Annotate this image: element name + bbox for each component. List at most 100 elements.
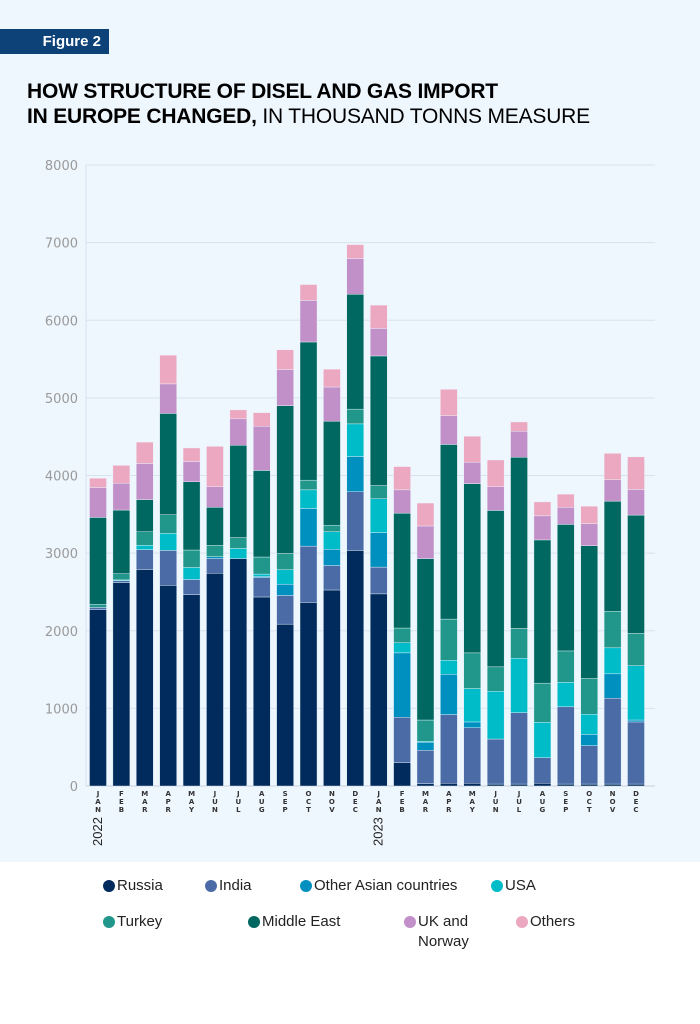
legend-label: UK and Norway (418, 913, 469, 950)
figure-label: Figure 2 (0, 29, 109, 54)
bar-segment-turkey (253, 556, 271, 575)
bar-segment-russia (89, 609, 107, 787)
bar-segment-india (510, 712, 528, 785)
bar-segment-uk-and-norway (463, 462, 481, 484)
bar-segment-india (603, 698, 622, 785)
bar-segment-india (580, 745, 598, 785)
bar-segment-other-asian-countries (463, 721, 481, 728)
y-tick-label: 4000 (45, 470, 78, 485)
bar-segment-usa (393, 642, 411, 654)
y-tick-label: 1000 (45, 702, 78, 717)
bar-segment-others (276, 349, 294, 370)
bar-segment-middle-east (299, 341, 318, 481)
bar-segment-usa (159, 533, 177, 551)
legend-item-russia: Russia (103, 876, 163, 896)
legend-dot-icon (491, 880, 503, 892)
bar-segment-other-asian-countries (346, 456, 365, 493)
y-tick-label: 0 (70, 780, 78, 795)
bar-segment-usa (323, 531, 341, 550)
bar-segment-russia (136, 569, 154, 787)
bar-segment-others (369, 304, 388, 329)
bar-segment-other-asian-countries (440, 674, 458, 715)
bar-segment-uk-and-norway (510, 431, 528, 458)
bar-segment-russia (229, 558, 248, 787)
bar-segment-india (136, 549, 154, 570)
legend-item-middle-east: Middle East (248, 912, 340, 932)
bar-segment-other-asian-countries (603, 673, 622, 699)
bar-segment-uk-and-norway (299, 300, 318, 343)
bar-segment-others (393, 466, 411, 491)
bar-segment-russia (486, 783, 505, 787)
bar-segment-other-asian-countries (627, 719, 645, 723)
bar-segment-russia (440, 783, 458, 787)
legend-dot-icon (516, 916, 528, 928)
bar-segment-usa (182, 567, 201, 580)
bar-segment-turkey (136, 531, 154, 546)
legend-dot-icon (103, 880, 115, 892)
bar-segment-usa (369, 498, 388, 533)
bar-segment-usa (510, 658, 528, 713)
bar-segment-others (486, 459, 505, 487)
bar-segment-middle-east (416, 558, 435, 721)
bar-segment-middle-east (486, 510, 505, 668)
bar-segment-uk-and-norway (627, 489, 645, 516)
bar-segment-others (112, 465, 131, 484)
bar-segment-uk-and-norway (323, 386, 341, 422)
bar-segment-usa (229, 548, 248, 559)
bar-segment-others (323, 368, 341, 388)
bar-segment-russia (463, 783, 481, 787)
legend-label: Others (530, 913, 576, 930)
bar-segment-india (299, 545, 318, 603)
y-tick-label: 5000 (45, 392, 78, 407)
bar-segment-turkey (486, 666, 505, 692)
bar-segment-turkey (299, 479, 318, 491)
bar-segment-other-asian-countries (393, 652, 411, 718)
bar-segment-others (206, 446, 224, 487)
legend-label: Russia (117, 877, 163, 894)
bar-segment-others (580, 505, 598, 524)
bar-segment-uk-and-norway (440, 415, 458, 445)
bar-segment-usa (463, 688, 481, 723)
bar-segment-middle-east (136, 499, 154, 532)
legend-label: Middle East (262, 913, 341, 930)
y-tick-label: 6000 (45, 314, 78, 329)
bar-segment-russia (253, 596, 271, 787)
bar-segment-india (253, 577, 271, 598)
bar-segment-usa (440, 660, 458, 675)
bar-segment-turkey (182, 549, 201, 568)
bar-segment-usa (276, 569, 294, 585)
bar-segment-uk-and-norway (276, 369, 294, 406)
bar-segment-uk-and-norway (182, 461, 201, 482)
bar-segment-russia (299, 602, 318, 787)
bar-segment-turkey (346, 408, 365, 425)
bar-segment-turkey (533, 682, 552, 723)
bar-segment-russia (603, 783, 622, 787)
bar-segment-uk-and-norway (603, 479, 622, 502)
chart-title: HOW STRUCTURE OF DISEL AND GAS IMPORT IN… (27, 79, 590, 129)
year-label: 2022 (90, 817, 105, 846)
bar-segment-russia (416, 783, 435, 787)
legend-label: Turkey (117, 913, 163, 930)
bar-segment-middle-east (253, 470, 271, 558)
bar-segment-middle-east (440, 444, 458, 620)
bar-segment-turkey (557, 650, 575, 683)
bar-segment-usa (253, 573, 271, 577)
legend-dot-icon (205, 880, 217, 892)
bar-segment-others (440, 389, 458, 416)
bar-segment-india (557, 706, 575, 785)
bar-segment-turkey (159, 514, 177, 534)
bar-segment-india (89, 607, 107, 610)
bar-segment-middle-east (557, 524, 575, 652)
bar-segment-usa (346, 423, 365, 457)
